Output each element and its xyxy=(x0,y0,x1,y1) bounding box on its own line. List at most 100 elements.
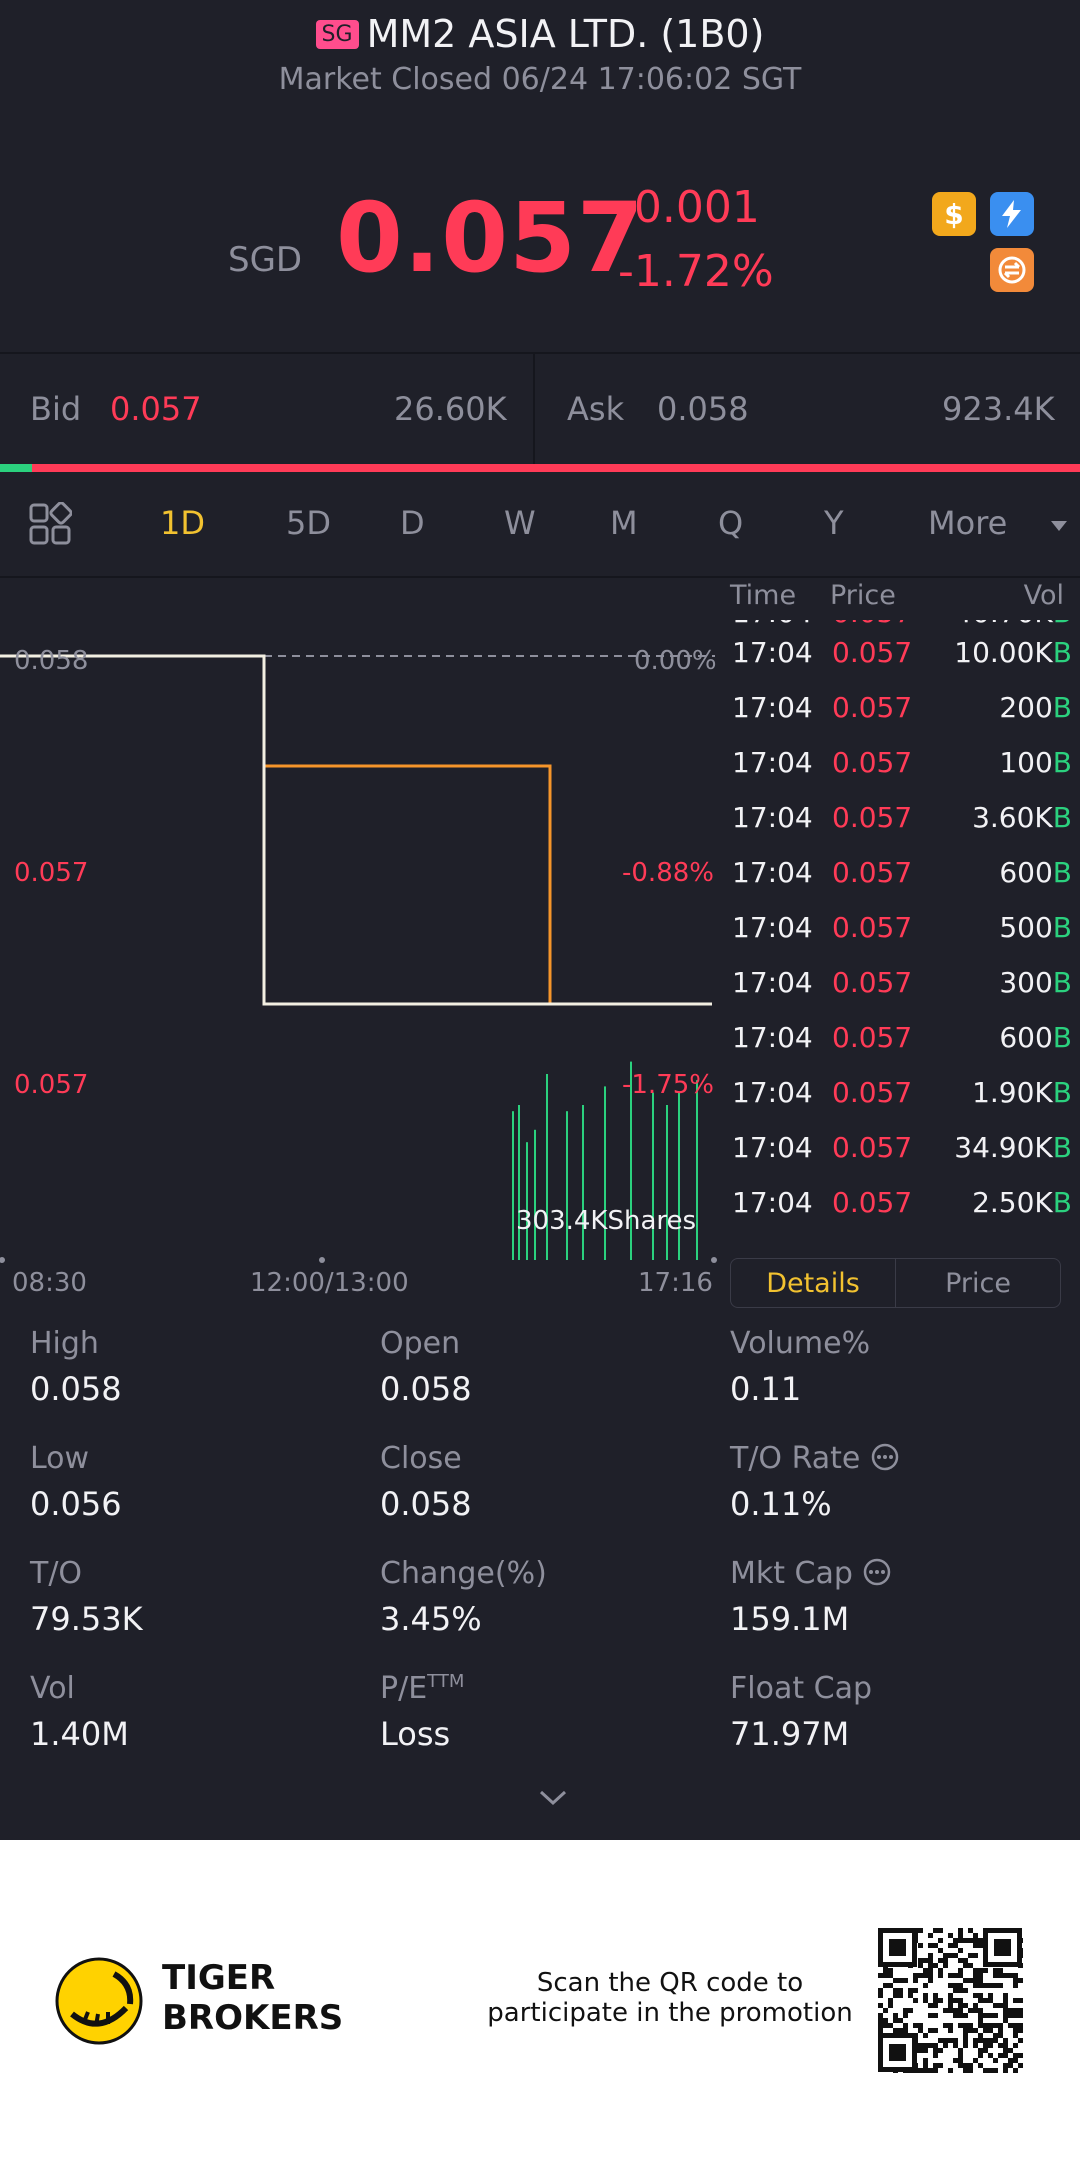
last-price: 0.057 xyxy=(336,182,645,294)
trades-header-time: Time xyxy=(730,580,797,611)
stat-label: Change(%) xyxy=(380,1556,547,1591)
volume-bar xyxy=(678,1092,680,1260)
stat-label: Low xyxy=(30,1441,90,1476)
trade-row: 17:04 0.057 100B xyxy=(732,746,1072,779)
stock-name: MM2 ASIA LTD. (1B0) xyxy=(366,12,765,56)
trades-header-price: Price xyxy=(830,580,896,611)
stat-value: 0.11 xyxy=(730,1370,802,1408)
trade-row: 17:04 0.057 600B xyxy=(732,856,1072,889)
volume-bar xyxy=(604,1086,606,1260)
stat-label: Vol xyxy=(30,1671,75,1706)
volume-bar xyxy=(534,1129,536,1260)
chart-right-label-bottom: -1.75% xyxy=(622,1070,714,1100)
info-more-icon[interactable] xyxy=(870,1442,900,1472)
stock-title: SG MM2 ASIA LTD. (1B0) xyxy=(0,12,1080,56)
stat-value: 0.11% xyxy=(730,1485,832,1523)
volume-bar xyxy=(518,1105,520,1260)
currency-label: SGD xyxy=(228,240,303,280)
swap-badge-icon[interactable] xyxy=(990,248,1034,292)
market-badge: SG xyxy=(315,20,359,49)
tab-1d[interactable]: 1D xyxy=(160,504,205,542)
stat-value: 3.45% xyxy=(380,1600,482,1638)
details-button[interactable]: Details xyxy=(730,1258,896,1308)
price-change: -0.001 xyxy=(618,182,760,233)
x-label-close: 17:16 xyxy=(638,1268,713,1298)
tab-5d[interactable]: 5D xyxy=(286,504,331,542)
pe-suffix: TTM xyxy=(427,1671,465,1692)
trade-row: 17:04 0.057 300B xyxy=(732,966,1072,999)
price-line xyxy=(0,654,712,1006)
stat-label: Mkt Cap xyxy=(730,1556,892,1591)
volume-label: 303.4KShares xyxy=(516,1206,697,1236)
tab-m[interactable]: M xyxy=(610,504,638,542)
volume-bar xyxy=(582,1105,584,1260)
stat-value: 0.058 xyxy=(30,1370,122,1408)
volume-bar xyxy=(512,1111,514,1260)
volume-bar xyxy=(546,1074,548,1260)
brand-name: TIGER BROKERS xyxy=(162,1958,344,2038)
qr-code[interactable] xyxy=(876,1926,1024,2074)
trade-row: 17:04 0.057 1.90KB xyxy=(732,1076,1072,1109)
stat-value: 1.40M xyxy=(30,1715,129,1753)
stat-value: 159.1M xyxy=(730,1600,850,1638)
stat-label: Volume% xyxy=(730,1326,871,1361)
bid-size: 26.60K xyxy=(394,390,507,428)
promo-text: Scan the QR code to participate in the p… xyxy=(487,1968,853,2028)
stat-label: High xyxy=(30,1326,99,1361)
trade-row-partial: 17:04 0.057 40.70KB xyxy=(732,620,1072,636)
dollar-badge-icon[interactable]: $ xyxy=(932,192,976,236)
chart-left-label-bottom: 0.057 xyxy=(14,1070,89,1100)
volume-bar xyxy=(630,1061,632,1260)
intraday-chart[interactable] xyxy=(0,580,720,1280)
chart-left-label-top: 0.058 xyxy=(14,646,89,676)
bid-label: Bid xyxy=(30,390,82,428)
volume-bar xyxy=(652,1092,654,1260)
stat-value: 71.97M xyxy=(730,1715,850,1753)
market-status: Market Closed 06/24 17:06:02 SGT xyxy=(278,62,802,97)
lightning-badge-icon[interactable] xyxy=(990,192,1034,236)
volume-bar xyxy=(526,1142,528,1260)
price-change-percent: -1.72% xyxy=(618,246,774,297)
chevron-down-icon[interactable] xyxy=(1050,518,1068,537)
stat-value: Loss xyxy=(380,1715,451,1753)
trade-ticks-panel[interactable]: Time Price Vol 17:04 0.057 40.70KB 17:04… xyxy=(724,580,1080,1222)
bidask-divider xyxy=(533,354,535,464)
layout-grid-icon[interactable] xyxy=(28,501,73,550)
trade-row: 17:04 0.057 10.00KB xyxy=(732,636,1072,669)
tab-d[interactable]: D xyxy=(400,504,425,542)
x-label-lunch: 12:00/13:00 xyxy=(250,1268,409,1298)
info-more-icon[interactable] xyxy=(862,1557,892,1587)
bid-ratio-fill xyxy=(0,464,33,472)
stat-label: Close xyxy=(380,1441,462,1476)
trade-row: 17:04 0.057 600B xyxy=(732,1021,1072,1054)
ask-size: 923.4K xyxy=(942,390,1055,428)
tab-w[interactable]: W xyxy=(504,504,536,542)
tab-y[interactable]: Y xyxy=(824,504,844,542)
ask-label: Ask xyxy=(567,390,625,428)
tab-more[interactable]: More xyxy=(928,504,1008,542)
stats-grid: High 0.058 Open 0.058 Volume% 0.11 Low 0.056 Clo… xyxy=(0,1326,1080,1766)
chart-right-label-top: 0.00% xyxy=(634,646,717,676)
volume-bars xyxy=(512,1061,698,1260)
bid-price: 0.057 xyxy=(110,390,202,428)
price-button[interactable]: Price xyxy=(895,1258,1061,1308)
stat-value: 0.056 xyxy=(30,1485,122,1523)
stat-value: 79.53K xyxy=(30,1600,143,1638)
expand-chevron-icon[interactable] xyxy=(538,1788,568,1812)
trade-row: 17:04 0.057 2.50KB xyxy=(732,1186,1072,1219)
x-label-open: 08:30 xyxy=(12,1268,87,1298)
axis-dot-mid xyxy=(319,1257,325,1263)
stat-label: T/O Rate xyxy=(730,1441,900,1476)
tabs-divider xyxy=(0,576,1080,578)
avg-price-line xyxy=(0,654,712,1006)
volume-bar xyxy=(696,1080,698,1260)
stat-value: 0.058 xyxy=(380,1370,472,1408)
stat-label: T/O xyxy=(30,1556,83,1591)
app-screen xyxy=(0,0,1080,1840)
header-divider xyxy=(0,352,1080,354)
tab-q[interactable]: Q xyxy=(718,504,744,542)
stat-value: 0.058 xyxy=(380,1485,472,1523)
axis-dot-end xyxy=(711,1257,717,1263)
stat-label: Open xyxy=(380,1326,461,1361)
